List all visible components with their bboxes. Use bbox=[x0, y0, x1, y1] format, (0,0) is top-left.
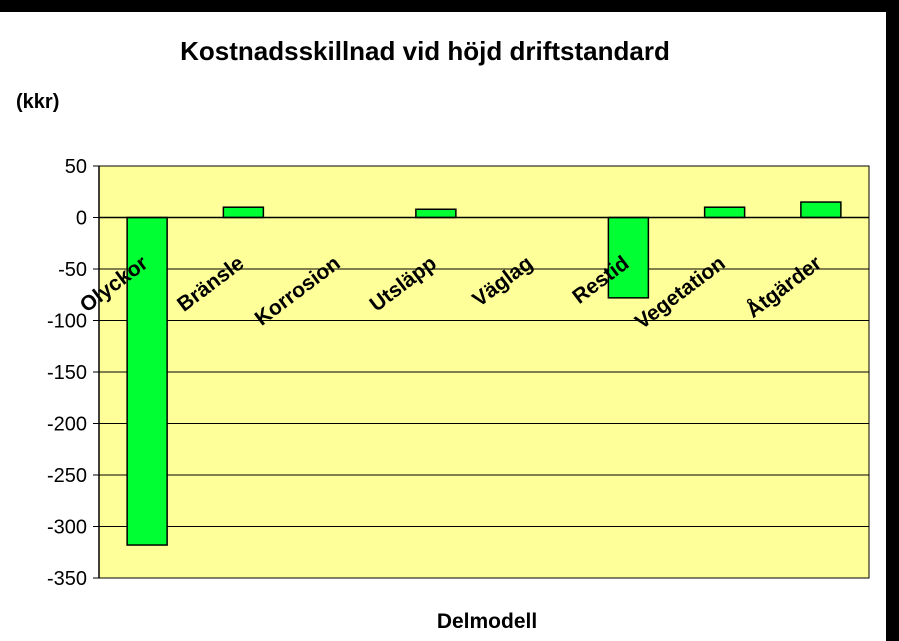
chart-title: Kostnadsskillnad vid höjd driftstandard bbox=[180, 36, 670, 66]
y-tick-label: -200 bbox=[47, 414, 87, 436]
y-axis-label: (kkr) bbox=[16, 91, 59, 113]
y-tick-label: 0 bbox=[76, 208, 87, 230]
bar-chart: Kostnadsskillnad vid höjd driftstandard … bbox=[16, 36, 870, 633]
chart-frame: Kostnadsskillnad vid höjd driftstandard … bbox=[0, 12, 886, 641]
bar-7 bbox=[703, 206, 746, 219]
x-axis-label: Delmodell bbox=[437, 610, 537, 633]
y-tick-label: -350 bbox=[47, 568, 87, 590]
y-tick-label: 50 bbox=[65, 156, 87, 178]
bar-1 bbox=[126, 216, 168, 546]
y-tick-label: -50 bbox=[58, 259, 87, 281]
bar-8 bbox=[800, 201, 842, 219]
y-tick-label: -300 bbox=[47, 517, 87, 539]
bar-6 bbox=[607, 216, 650, 299]
bar-4 bbox=[415, 208, 457, 219]
y-tick-label: -100 bbox=[47, 311, 87, 333]
y-axis-ticks: 50 0 -50 -100 -150 -200 -250 -300 -350 bbox=[47, 156, 99, 590]
y-tick-label: -250 bbox=[47, 465, 87, 487]
y-tick-label: -150 bbox=[47, 362, 87, 384]
bars bbox=[99, 201, 869, 546]
bar-2 bbox=[222, 206, 265, 219]
